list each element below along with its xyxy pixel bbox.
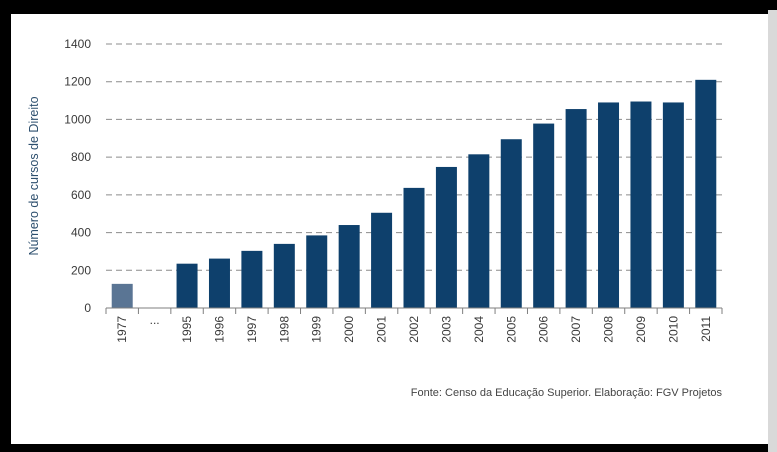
bar-1977 <box>111 283 133 308</box>
x-tick-label-ellipsis: ... <box>150 313 160 327</box>
window-edge <box>768 10 777 452</box>
source-note: Fonte: Censo da Educação Superior. Elabo… <box>411 387 723 399</box>
bar-2001 <box>371 212 393 308</box>
y-tick-labels: 0 200 400 600 800 1000 1200 1400 <box>64 37 91 315</box>
bar-2007 <box>565 109 587 308</box>
x-tick-label-2010: 2010 <box>666 316 680 343</box>
bar-1996 <box>208 258 230 308</box>
x-tick-label-1977: 1977 <box>115 316 129 343</box>
bar-2003 <box>435 166 457 308</box>
bar-2002 <box>403 187 425 308</box>
axes <box>105 307 723 314</box>
x-tick-label-2009: 2009 <box>634 316 648 343</box>
x-tick-label-2003: 2003 <box>439 316 453 343</box>
bar-2005 <box>500 139 522 308</box>
y-tick-0: 0 <box>84 301 91 315</box>
x-tick-label-1995: 1995 <box>180 316 194 343</box>
chart-frame: 0 200 400 600 800 1000 1200 1400 1977... 1995 199… <box>11 14 768 444</box>
y-tick-600: 600 <box>71 188 91 202</box>
bar-2010 <box>662 102 684 308</box>
y-tick-400: 400 <box>71 226 91 240</box>
bar-2008 <box>598 102 620 308</box>
bar-chart: 0 200 400 600 800 1000 1200 1400 1977... 1995 199… <box>27 37 723 399</box>
bar-2000 <box>338 225 360 308</box>
x-tick-label-1998: 1998 <box>277 316 291 343</box>
bar-2011 <box>695 79 717 308</box>
bar-1995 <box>176 263 198 308</box>
x-tick-label-1999: 1999 <box>310 316 324 343</box>
bar-2006 <box>533 123 555 308</box>
x-tick-label-2011: 2011 <box>699 316 713 342</box>
x-tick-label-2001: 2001 <box>375 316 389 343</box>
x-tick-label-2006: 2006 <box>537 316 551 343</box>
x-tick-label-2007: 2007 <box>569 316 583 343</box>
y-axis-label: Número de cursos de Direito <box>27 96 41 255</box>
x-tick-label-2005: 2005 <box>504 316 518 343</box>
x-tick-label-2008: 2008 <box>602 316 616 343</box>
bar-1999 <box>306 235 328 308</box>
y-tick-200: 200 <box>71 263 91 277</box>
bar-1998 <box>273 243 295 308</box>
x-tick-labels: 1977... 1995 1996 1997 1998 1999 2000 2001 2002 2… <box>115 313 713 343</box>
y-tick-1200: 1200 <box>64 75 91 89</box>
x-tick-label-1997: 1997 <box>245 316 259 343</box>
y-tick-1000: 1000 <box>64 112 91 126</box>
gridlines <box>106 43 722 271</box>
y-tick-800: 800 <box>71 150 91 164</box>
x-tick-label-2000: 2000 <box>342 316 356 343</box>
y-tick-1400: 1400 <box>64 37 91 51</box>
bar-2009 <box>630 101 652 308</box>
x-tick-label-2004: 2004 <box>472 316 486 343</box>
x-tick-label-1996: 1996 <box>212 316 226 343</box>
bars <box>111 79 717 308</box>
x-tick-label-2002: 2002 <box>407 316 421 343</box>
bar-2004 <box>468 154 490 308</box>
bar-1997 <box>241 250 263 308</box>
